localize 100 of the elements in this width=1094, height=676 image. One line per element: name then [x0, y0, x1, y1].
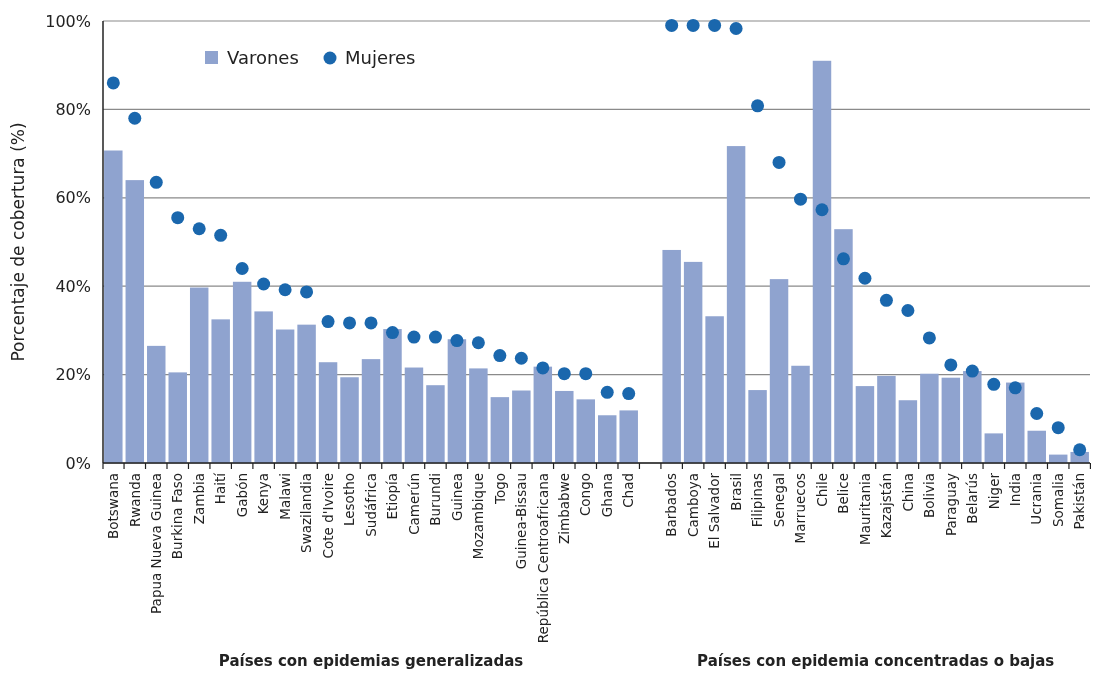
x-tick-label: Camboya	[684, 473, 701, 537]
x-tick-label: Botswana	[105, 473, 122, 539]
bar	[168, 372, 187, 463]
bar	[984, 433, 1004, 463]
y-axis-title: Porcentaje de cobertura (%)	[8, 122, 28, 362]
point	[428, 330, 442, 344]
bar	[361, 359, 381, 463]
point	[751, 99, 765, 113]
point	[214, 228, 228, 242]
bar	[1006, 382, 1025, 463]
x-tick-label: Chile	[813, 473, 830, 507]
point	[471, 336, 485, 350]
point	[493, 349, 507, 363]
point	[794, 192, 808, 206]
point	[235, 262, 249, 276]
y-tick-label: 40%	[55, 276, 91, 296]
point	[579, 367, 593, 381]
x-tick-label: Belarús	[964, 473, 981, 524]
bar	[662, 249, 681, 463]
x-tick-label: Ucrania	[1028, 473, 1045, 525]
bar	[898, 400, 918, 463]
point	[171, 211, 185, 225]
point	[622, 387, 636, 401]
bar	[705, 316, 724, 463]
bar	[254, 311, 273, 463]
point	[385, 326, 399, 340]
x-tick-label: Burkina Faso	[169, 473, 186, 560]
bar	[490, 397, 510, 463]
bar	[598, 415, 617, 463]
point	[450, 334, 464, 348]
x-tick-label: Burundi	[427, 473, 444, 526]
x-tick-label: Pakistán	[1071, 473, 1088, 530]
x-tick-label: Zimbabwe	[556, 473, 573, 544]
bar	[383, 329, 402, 463]
x-tick-label: Mozambique	[470, 473, 487, 560]
x-tick-label: Bolivia	[921, 473, 938, 519]
point	[407, 330, 421, 344]
x-tick-label: Zambia	[190, 473, 207, 525]
point	[665, 18, 679, 32]
bar	[877, 375, 896, 463]
x-tick-label: Somalia	[1049, 473, 1066, 528]
x-tick-label: Papua Nueva Guinea	[147, 473, 164, 614]
point	[106, 76, 120, 90]
x-tick-label: Niger	[985, 472, 1002, 510]
y-tick-label: 0%	[65, 453, 91, 473]
bar	[812, 60, 832, 463]
x-tick-label: Congo	[577, 473, 594, 517]
bar	[340, 377, 359, 463]
x-tick-label: Mauritania	[856, 473, 873, 545]
x-tick-label: Lesotho	[341, 473, 358, 526]
y-tick-label: 60%	[55, 188, 91, 208]
bar	[318, 362, 338, 463]
x-tick-label: Swazilandia	[298, 473, 315, 553]
point	[343, 316, 357, 330]
bar	[512, 390, 531, 463]
bar	[726, 146, 746, 463]
bar	[1027, 430, 1046, 463]
bar	[576, 399, 595, 463]
x-tick-label: Camerún	[405, 473, 422, 535]
x-tick-label: Filipinas	[749, 473, 766, 528]
bar	[447, 339, 467, 463]
x-tick-label: Ghana	[598, 473, 615, 518]
x-tick-label: Guinea-Bissau	[513, 473, 530, 570]
point	[686, 18, 700, 32]
x-tick-label: Cote d'Ivoire	[319, 473, 336, 559]
point	[536, 361, 550, 375]
bar	[963, 371, 982, 463]
y-tick-label: 80%	[55, 100, 91, 119]
point	[922, 331, 936, 345]
point	[321, 315, 335, 329]
bar	[125, 180, 145, 463]
x-tick-label: Barbados	[663, 473, 680, 537]
point	[257, 277, 271, 291]
bar	[748, 390, 767, 463]
bar	[147, 345, 166, 463]
x-tick-label: Brasil	[727, 473, 744, 511]
x-tick-label: Paraguay	[942, 473, 959, 537]
point	[1051, 421, 1065, 435]
x-tick-label: Chad	[620, 473, 637, 508]
bar	[533, 366, 553, 463]
point	[514, 351, 528, 365]
bar	[426, 385, 445, 463]
point	[815, 203, 829, 217]
point	[600, 385, 614, 399]
x-tick-label: Belice	[835, 473, 852, 514]
x-tick-label: El Salvador	[706, 472, 723, 549]
point	[708, 18, 722, 32]
bar	[555, 390, 574, 463]
x-tick-label: India	[1006, 473, 1023, 507]
x-tick-label: Rwanda	[126, 473, 143, 528]
x-tick-label: Kazajstán	[878, 473, 895, 539]
x-tick-label: Gabón	[233, 473, 250, 518]
x-tick-label: Sudáfrica	[362, 473, 379, 537]
x-tick-label: Etiopía	[384, 473, 401, 520]
x-tick-label: Guinea	[448, 473, 465, 521]
x-tick-label: Haití	[212, 471, 229, 505]
bar	[297, 324, 316, 463]
point	[557, 367, 571, 381]
x-tick-label: República Centroafricana	[534, 473, 551, 644]
point	[858, 271, 872, 285]
